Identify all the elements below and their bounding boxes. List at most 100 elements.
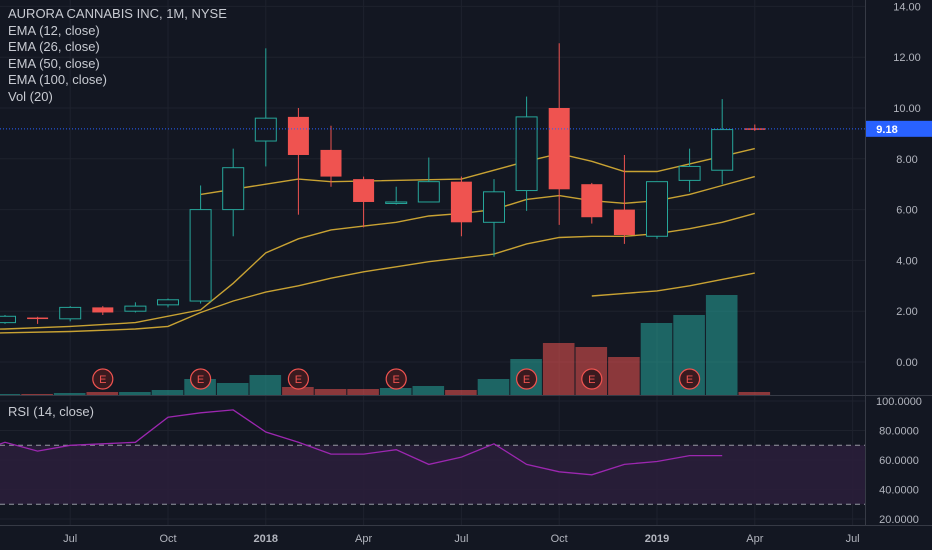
volume-bar (445, 390, 477, 395)
candle[interactable] (581, 182, 603, 224)
rsi-band (0, 445, 865, 505)
candle[interactable] (548, 43, 570, 225)
candle[interactable] (353, 176, 375, 228)
candle[interactable] (124, 302, 147, 313)
volume-bar (0, 394, 21, 395)
candle[interactable] (417, 157, 440, 203)
candle-body (92, 307, 114, 313)
volume-bar (21, 394, 53, 395)
volume-bar (53, 393, 86, 395)
candle[interactable] (254, 48, 277, 167)
price-tick-label: 12.00 (893, 52, 921, 64)
candle[interactable] (222, 148, 245, 237)
candles[interactable] (0, 43, 766, 324)
candle-body (353, 179, 375, 202)
candle-body (157, 299, 179, 306)
candle[interactable] (320, 125, 342, 187)
candle[interactable] (678, 148, 701, 192)
price-axis[interactable]: 14.00 12.00 10.00 8.00 6.00 4.00 2.00 0.00 (893, 1, 921, 369)
earnings-marker-circle (515, 368, 538, 390)
volume-bar (738, 392, 771, 395)
candle[interactable] (27, 316, 49, 324)
volume-bar (119, 392, 151, 395)
last-price-tag-background (866, 120, 932, 137)
price-tick-label: 2.00 (896, 306, 917, 318)
candle-body (548, 108, 570, 190)
volume-bar (705, 295, 738, 395)
candle-body (0, 315, 16, 324)
candle[interactable] (157, 298, 179, 308)
volume-bar (477, 379, 510, 395)
volume-bar (151, 390, 184, 395)
earnings-marker-circle (385, 368, 407, 390)
candle[interactable] (646, 181, 668, 239)
candle-body (515, 116, 538, 192)
volume-bar (412, 386, 445, 395)
rsi-levels (0, 444, 865, 505)
candle-body (124, 305, 147, 312)
candle[interactable] (744, 124, 766, 131)
volume-bar (86, 392, 119, 395)
price-tick-label: 0.00 (896, 357, 917, 369)
earnings-marker-label: E (523, 374, 530, 386)
candle-body (27, 317, 49, 320)
earnings-marker[interactable]: E (287, 368, 309, 390)
time-tick-label: Jul (454, 533, 468, 545)
candle[interactable] (189, 185, 212, 304)
candle-body (59, 306, 82, 320)
legend-ema-50[interactable]: EMA (50, close) (8, 55, 100, 71)
candle[interactable] (287, 108, 309, 215)
earnings-marker[interactable]: E (515, 368, 538, 390)
legend-ema-26[interactable]: EMA (26, close) (8, 39, 100, 54)
legend-volume[interactable]: Vol (20) (8, 88, 53, 104)
earnings-marker[interactable]: E (678, 368, 701, 390)
earnings-marker[interactable]: E (581, 368, 603, 390)
time-axis[interactable]: Jul Oct 2018 Apr Jul Oct 2019 Apr Jul (63, 533, 859, 545)
volume-bar (249, 375, 282, 395)
price-tick-label: 14.00 (893, 1, 921, 13)
ema-lines (0, 147, 755, 334)
candle[interactable] (385, 186, 408, 205)
candle[interactable] (515, 96, 538, 211)
price-tick-label: 8.00 (896, 154, 917, 166)
candle-body (417, 181, 440, 203)
candle[interactable] (483, 179, 505, 257)
time-tick-label: Jul (63, 533, 77, 545)
volume-bar (314, 389, 347, 395)
candle-body (646, 181, 668, 237)
earnings-marker[interactable]: E (385, 368, 407, 390)
rsi-legend[interactable]: RSI (14, close) (8, 404, 94, 419)
earnings-marker-label: E (686, 374, 693, 386)
earnings-marker-circle (92, 368, 114, 390)
legend-symbol[interactable]: AURORA CANNABIS INC, 1M, NYSE (8, 6, 227, 21)
candle[interactable] (613, 154, 635, 244)
pane-divider[interactable] (0, 0, 932, 526)
candle-body (483, 191, 505, 223)
candle[interactable] (450, 176, 472, 237)
rsi-tick-label: 20.0000 (879, 514, 919, 526)
candle-body (385, 201, 408, 204)
candle-body (613, 209, 635, 235)
ema-line (0, 212, 755, 334)
earnings-marker-label: E (588, 374, 595, 386)
candle-body (678, 165, 701, 181)
earnings-marker-circle (581, 368, 603, 390)
rsi-axis[interactable]: 100.0000 80.0000 60.0000 40.0000 20.0000 (876, 396, 922, 526)
ema-line (591, 272, 755, 297)
time-tick-label: Oct (159, 533, 176, 545)
rsi-tick-label: 60.0000 (879, 455, 919, 467)
time-tick-label: 2018 (254, 533, 278, 545)
earnings-marker-label: E (295, 374, 302, 386)
legend-ema-100[interactable]: EMA (100, close) (8, 72, 107, 87)
candle[interactable] (711, 99, 734, 185)
candle[interactable] (0, 315, 16, 324)
earnings-marker[interactable]: E (190, 368, 212, 390)
legend-ema-12[interactable]: EMA (12, close) (8, 22, 100, 38)
earnings-marker[interactable]: E (92, 368, 114, 390)
candle[interactable] (59, 306, 82, 322)
candle[interactable] (92, 306, 114, 316)
price-tick-label: 4.00 (896, 255, 917, 267)
volume-bars (0, 295, 771, 395)
